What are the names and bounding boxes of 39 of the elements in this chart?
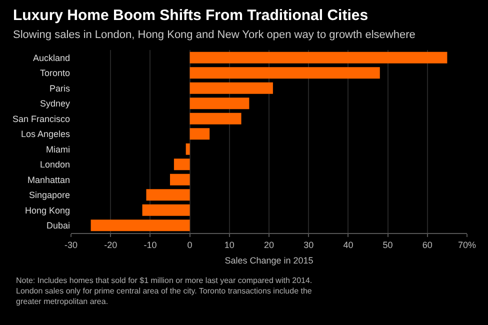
x-tick-label: 50 bbox=[382, 240, 393, 250]
bar bbox=[186, 143, 190, 155]
x-tick-label: 40 bbox=[343, 240, 354, 250]
bar bbox=[190, 67, 380, 79]
y-tick-label: Dubai bbox=[46, 220, 70, 231]
text: Note: Includes homes that sold for $1 million or more last year compared with 2014. London sales only for prime central area of the city. Toronto transactions include the greater metropolitan area. bbox=[16, 276, 312, 306]
bar bbox=[190, 52, 448, 64]
x-tick-label: -10 bbox=[144, 240, 157, 250]
y-tick-label: Singapore bbox=[28, 190, 70, 200]
x-axis-title: Sales Change in 2015 bbox=[224, 256, 314, 266]
bar bbox=[90, 220, 190, 232]
y-tick-label: Los Angeles bbox=[20, 129, 70, 140]
bar bbox=[190, 112, 242, 124]
y-tick-label: London bbox=[40, 160, 70, 170]
bar bbox=[190, 98, 250, 110]
x-tick-label: 30 bbox=[304, 240, 314, 250]
bar bbox=[190, 82, 273, 94]
chart-title: Luxury Home Boom Shifts From Traditional Cities bbox=[13, 7, 368, 24]
x-tick-label: 70% bbox=[458, 240, 476, 250]
x-tick-label: -30 bbox=[64, 240, 78, 250]
bar bbox=[142, 204, 190, 216]
y-tick-label: Toronto bbox=[40, 68, 70, 78]
y-tick-label: Manhattan bbox=[27, 174, 70, 185]
y-tick-label: San Francisco bbox=[12, 114, 70, 124]
x-tick-label: 10 bbox=[224, 240, 234, 250]
y-tick-label: Paris bbox=[49, 83, 70, 94]
chart-subtitle: Slowing sales in London, Hong Kong and New York open way to growth elsewhere bbox=[13, 29, 416, 41]
bar bbox=[190, 128, 210, 140]
bar bbox=[146, 189, 190, 201]
y-tick-label: Hong Kong bbox=[24, 205, 70, 216]
x-tick-label: 60 bbox=[422, 240, 432, 250]
x-tick-label: -20 bbox=[104, 240, 118, 250]
y-tick-label: Auckland bbox=[32, 52, 70, 63]
bar bbox=[170, 174, 190, 186]
bar bbox=[174, 158, 190, 170]
y-tick-label: Sydney bbox=[40, 98, 70, 109]
x-tick-label: 20 bbox=[264, 240, 274, 250]
x-tick-label: 0 bbox=[187, 240, 192, 250]
y-tick-label: Miami bbox=[46, 144, 70, 154]
